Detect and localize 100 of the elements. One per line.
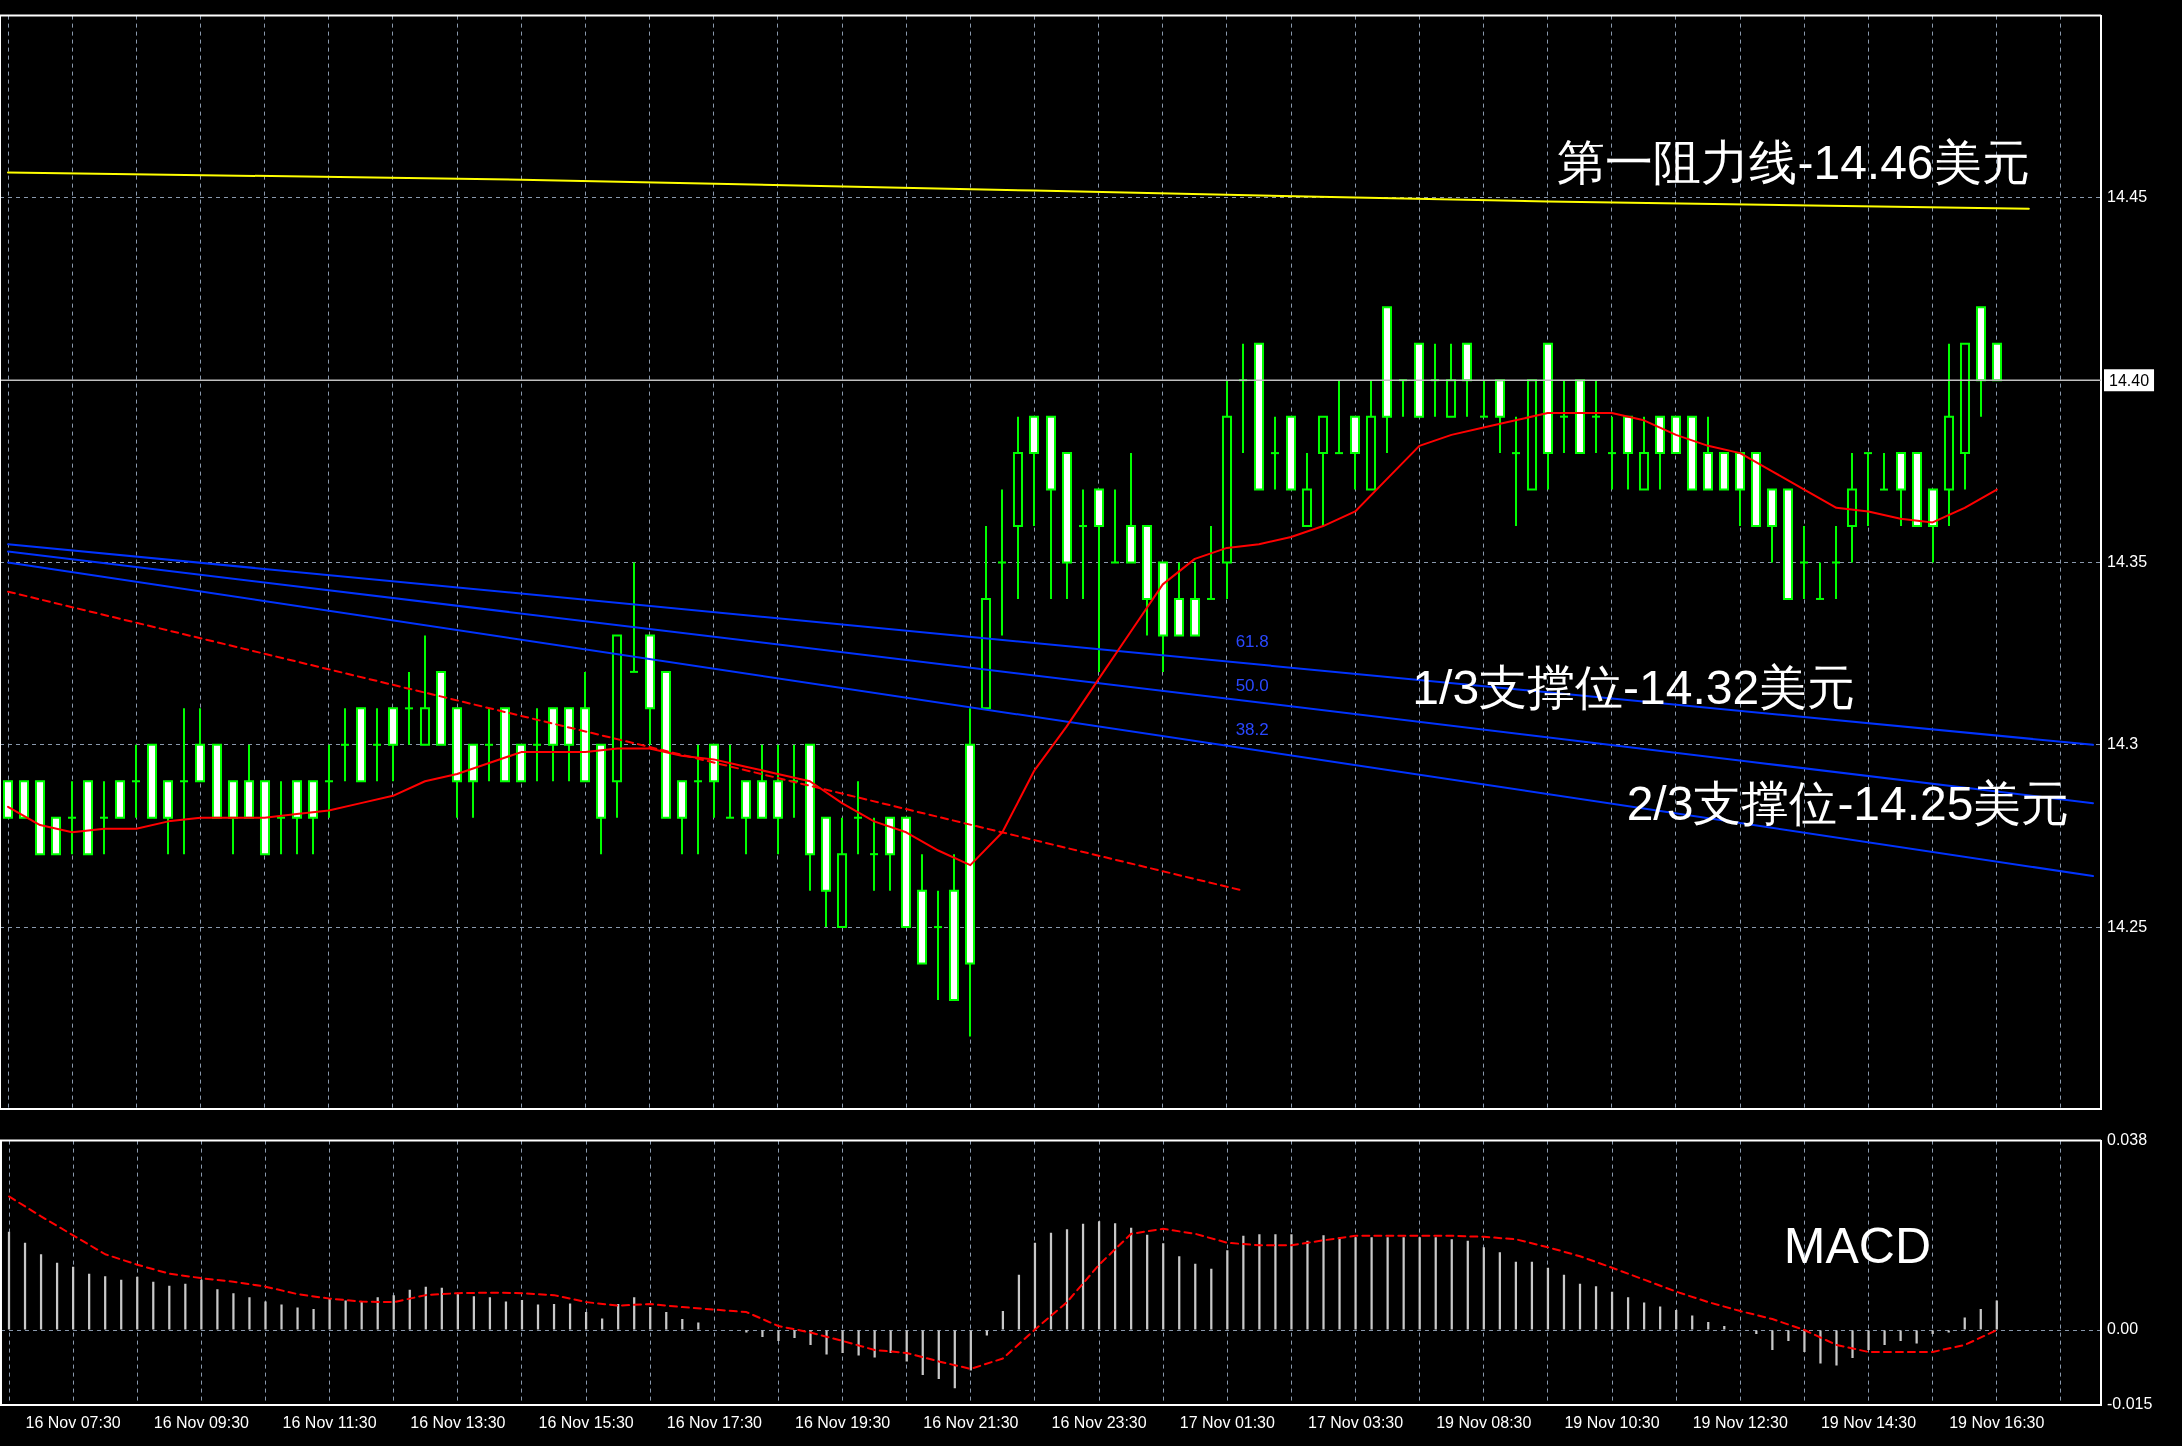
bar	[1594, 1286, 1598, 1330]
candlestick	[932, 889, 944, 1002]
x-tick-label: 19 Nov 14:30	[1820, 1413, 1917, 1431]
bar	[665, 1312, 668, 1330]
x-tick-label: 16 Nov 09:30	[153, 1413, 250, 1431]
annotation: 第一阻力线-14.46美元	[1557, 135, 2030, 189]
bar	[104, 1276, 107, 1330]
x-tick-label: 16 Nov 13:30	[410, 1413, 506, 1431]
bar	[1322, 1235, 1325, 1330]
candlestick	[1878, 452, 1890, 491]
bar	[584, 1312, 588, 1330]
bar	[985, 1330, 988, 1336]
bar	[568, 1303, 572, 1330]
bar	[1883, 1330, 1886, 1345]
candlestick	[692, 743, 704, 856]
candlestick	[483, 707, 495, 783]
bar	[649, 1307, 652, 1330]
bar	[1626, 1297, 1630, 1330]
candlestick	[1558, 379, 1570, 455]
candlestick	[1590, 379, 1602, 455]
line-series	[8, 1195, 1998, 1370]
candlestick	[66, 780, 78, 856]
bar	[1643, 1302, 1646, 1330]
bar	[1274, 1234, 1277, 1330]
bar	[1803, 1330, 1806, 1352]
bar	[1498, 1252, 1501, 1330]
bar	[1723, 1326, 1726, 1330]
annotation: 50.0	[1235, 675, 1269, 695]
bar	[1707, 1322, 1710, 1330]
candlestick	[1606, 415, 1618, 491]
bar	[280, 1304, 283, 1330]
candlestick	[371, 707, 383, 783]
bar	[841, 1330, 844, 1353]
bar	[1402, 1237, 1405, 1330]
x-tick-label: 16 Nov 19:30	[795, 1413, 891, 1431]
y-tick-label: 0.038	[2107, 1131, 2148, 1149]
bar	[472, 1296, 476, 1330]
candlestick	[852, 780, 864, 856]
x-tick-label: 19 Nov 08:30	[1436, 1413, 1532, 1431]
y-tick-label: 14.25	[2107, 917, 2148, 935]
y-tick-label: 14.45	[2107, 188, 2148, 206]
bar	[1001, 1311, 1005, 1330]
candlestick	[403, 670, 415, 746]
bar	[520, 1300, 524, 1330]
y-tick-label: 14.3	[2107, 735, 2139, 753]
bar	[232, 1293, 235, 1330]
bar	[1226, 1250, 1229, 1330]
bar	[1210, 1268, 1213, 1330]
bar	[1659, 1306, 1662, 1330]
y-tick-label: 0.00	[2107, 1320, 2139, 1338]
bar	[1418, 1237, 1421, 1330]
candlestick	[1077, 488, 1089, 600]
bar	[1482, 1247, 1485, 1330]
bar	[1691, 1315, 1694, 1330]
bar	[1434, 1237, 1437, 1330]
bar	[1290, 1234, 1293, 1330]
candlestick	[1109, 488, 1121, 564]
candlestick	[1478, 379, 1490, 418]
bar	[1899, 1330, 1902, 1341]
candlestick	[130, 743, 142, 819]
bar	[681, 1319, 684, 1330]
bar	[825, 1330, 828, 1355]
candlestick	[98, 780, 110, 856]
x-tick-label: 17 Nov 01:30	[1179, 1413, 1276, 1431]
candlestick	[1798, 525, 1810, 600]
ref-line-label: 14.40	[2109, 371, 2150, 389]
bar	[312, 1309, 315, 1330]
x-tick-label: 16 Nov 11:30	[282, 1413, 377, 1431]
bar	[88, 1273, 91, 1330]
x-tick-label: 16 Nov 15:30	[538, 1413, 634, 1431]
candlestick	[1333, 379, 1345, 455]
bar	[264, 1301, 267, 1330]
annotation: 38.2	[1235, 719, 1269, 739]
bar	[392, 1295, 395, 1330]
bar	[39, 1254, 43, 1330]
bar	[761, 1330, 764, 1338]
y-tick-label: -0.015	[2107, 1395, 2153, 1413]
bar	[1787, 1330, 1790, 1341]
bar	[1979, 1309, 1982, 1330]
x-tick-label: 17 Nov 03:30	[1307, 1413, 1404, 1431]
bar	[1178, 1256, 1181, 1330]
candlestick	[1862, 452, 1874, 528]
x-tick-label: 16 Nov 23:30	[1051, 1413, 1147, 1431]
bar	[216, 1289, 219, 1330]
candlestick	[275, 780, 287, 856]
bar	[296, 1307, 299, 1330]
bar	[168, 1285, 171, 1330]
bar	[1370, 1237, 1373, 1330]
candlestick	[339, 707, 351, 783]
annotation: MACD	[1783, 1217, 1932, 1274]
bar	[552, 1304, 556, 1330]
annotation: 61.8	[1235, 632, 1269, 652]
bar	[1354, 1237, 1357, 1330]
candlestick	[178, 707, 190, 856]
bar	[1867, 1330, 1870, 1350]
candlestick	[628, 561, 640, 673]
bar	[1306, 1240, 1309, 1330]
bar	[488, 1297, 492, 1330]
candlestick	[531, 707, 543, 783]
bar	[152, 1281, 155, 1330]
